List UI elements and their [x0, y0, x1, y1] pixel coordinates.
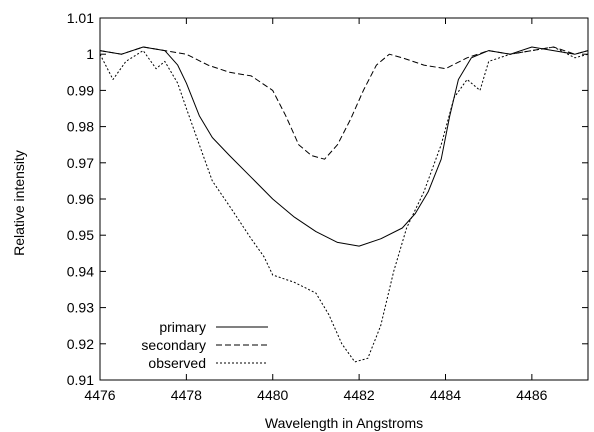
series-layer: [99, 46, 589, 363]
y-axis-label: Relative intensity: [11, 150, 27, 256]
legend: primary secondary observed: [141, 319, 268, 371]
series-line-observed: [99, 46, 589, 363]
legend-label-secondary: secondary: [141, 337, 206, 353]
y-tick-label: 0.95: [67, 227, 94, 243]
y-tick-label: 1.01: [67, 10, 94, 26]
y-tick-label: 0.93: [67, 300, 94, 316]
legend-label-primary: primary: [159, 319, 206, 335]
y-tick-label: 0.92: [67, 336, 94, 352]
y-tick-label: 0.96: [67, 191, 94, 207]
x-tick-label: 4476: [84, 387, 115, 403]
y-tick-label: 0.98: [67, 119, 94, 135]
x-tick-label: 4482: [344, 387, 375, 403]
x-tick-label: 4484: [430, 387, 461, 403]
x-axis-label: Wavelength in Angstroms: [265, 415, 423, 431]
y-tick-label: 0.94: [67, 263, 94, 279]
x-tick-label: 4480: [257, 387, 288, 403]
y-tick-label: 1: [86, 46, 94, 62]
y-tick-label: 0.99: [67, 82, 94, 98]
x-axis-ticks: 4476 4478 4480 4482 4484 4486: [84, 18, 548, 403]
x-tick-label: 4486: [516, 387, 547, 403]
legend-label-observed: observed: [148, 355, 206, 371]
x-tick-label: 4478: [171, 387, 202, 403]
series-line-secondary: [99, 46, 589, 160]
y-tick-label: 0.91: [67, 372, 94, 388]
y-axis-ticks: 0.91 0.92 0.93 0.94 0.95 0.96 0.97 0.98 0.99 1 1.0…: [67, 10, 588, 388]
y-tick-label: 0.97: [67, 155, 94, 171]
series-line-primary: [99, 46, 589, 247]
